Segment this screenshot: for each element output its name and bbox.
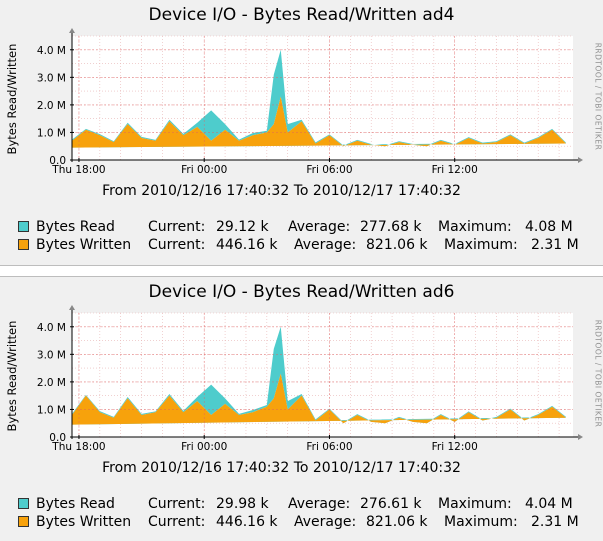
current-label: Current: bbox=[148, 237, 206, 253]
maximum-label: Maximum: bbox=[444, 237, 518, 253]
x-tick-label: Thu 18:00 bbox=[51, 164, 105, 176]
graph-title: Device I/O - Bytes Read/Written ad4 bbox=[148, 5, 455, 25]
average-value: 821.06 k bbox=[366, 237, 428, 253]
maximum-value: 4.04 M bbox=[525, 496, 573, 512]
graph-title: Device I/O - Bytes Read/Written ad6 bbox=[148, 282, 455, 302]
legend-label: Bytes Written bbox=[36, 514, 132, 530]
y-tick-label: 1.0 M bbox=[37, 127, 66, 139]
average-value: 821.06 k bbox=[366, 514, 428, 530]
average-label: Average: bbox=[288, 219, 351, 235]
y-tick-label: 3.0 M bbox=[37, 349, 66, 361]
legend-label: Bytes Written bbox=[36, 237, 132, 253]
series-area-bytes-written bbox=[72, 96, 567, 160]
x-tick-label: Fri 12:00 bbox=[432, 441, 478, 453]
x-tick-label: Fri 06:00 bbox=[306, 164, 352, 176]
y-tick-label: 3.0 M bbox=[37, 72, 66, 84]
y-tick-label: 0.0 bbox=[49, 432, 66, 444]
current-label: Current: bbox=[148, 514, 206, 530]
maximum-label: Maximum: bbox=[444, 514, 518, 530]
average-label: Average: bbox=[294, 514, 357, 530]
y-tick-label: 1.0 M bbox=[37, 404, 66, 416]
legend-swatch-written bbox=[18, 239, 29, 250]
y-axis-arrow bbox=[69, 305, 75, 310]
x-tick-label: Fri 00:00 bbox=[181, 441, 227, 453]
maximum-value: 2.31 M bbox=[531, 237, 579, 253]
panel-gap bbox=[0, 266, 603, 276]
average-value: 276.61 k bbox=[360, 496, 422, 512]
x-axis-arrow bbox=[578, 434, 583, 440]
legend-swatch-written bbox=[18, 516, 29, 527]
series-area-bytes-read bbox=[72, 326, 567, 425]
y-tick-label: 4.0 M bbox=[37, 322, 66, 334]
maximum-value: 2.31 M bbox=[531, 514, 579, 530]
x-tick-label: Fri 06:00 bbox=[306, 441, 352, 453]
chart-plot-ad6: 0.0 1.0 M 2.0 M 3.0 M 4.0 M Thu 18:00 Fri 00:0… bbox=[37, 305, 583, 453]
current-value: 446.16 k bbox=[216, 514, 278, 530]
average-label: Average: bbox=[288, 496, 351, 512]
current-label: Current: bbox=[148, 219, 206, 235]
y-axis-arrow bbox=[69, 28, 75, 33]
x-tick-label: Thu 18:00 bbox=[51, 441, 105, 453]
current-value: 29.98 k bbox=[216, 496, 269, 512]
time-range-text: From 2010/12/16 17:40:32 To 2010/12/17 1… bbox=[102, 460, 461, 476]
x-tick-label: Fri 00:00 bbox=[181, 164, 227, 176]
current-value: 446.16 k bbox=[216, 237, 278, 253]
maximum-label: Maximum: bbox=[438, 496, 512, 512]
x-axis-arrow bbox=[578, 157, 583, 163]
average-value: 277.68 k bbox=[360, 219, 422, 235]
x-tick-label: Fri 12:00 bbox=[432, 164, 478, 176]
legend-swatch-read bbox=[18, 221, 29, 232]
y-tick-label: 4.0 M bbox=[37, 45, 66, 57]
maximum-value: 4.08 M bbox=[525, 219, 573, 235]
y-tick-label: 2.0 M bbox=[37, 377, 66, 389]
legend-label: Bytes Read bbox=[36, 496, 115, 512]
graph-panel-ad6: Device I/O - Bytes Read/Written ad6 Byte… bbox=[0, 276, 603, 541]
chart-plot-ad4: 0.0 1.0 M 2.0 M 3.0 M 4.0 M Thu 18:00 Fri 00:0… bbox=[37, 28, 583, 176]
maximum-label: Maximum: bbox=[438, 219, 512, 235]
legend-swatch-read bbox=[18, 498, 29, 509]
current-label: Current: bbox=[148, 496, 206, 512]
graph-panel-ad4: Device I/O - Bytes Read/Written ad4 Byte… bbox=[0, 0, 603, 266]
current-value: 29.12 k bbox=[216, 219, 269, 235]
legend-label: Bytes Read bbox=[36, 219, 115, 235]
average-label: Average: bbox=[294, 237, 357, 253]
y-tick-label: 0.0 bbox=[49, 155, 66, 167]
time-range-text: From 2010/12/16 17:40:32 To 2010/12/17 1… bbox=[102, 183, 461, 199]
y-tick-label: 2.0 M bbox=[37, 100, 66, 112]
series-area-bytes-written bbox=[72, 373, 567, 437]
